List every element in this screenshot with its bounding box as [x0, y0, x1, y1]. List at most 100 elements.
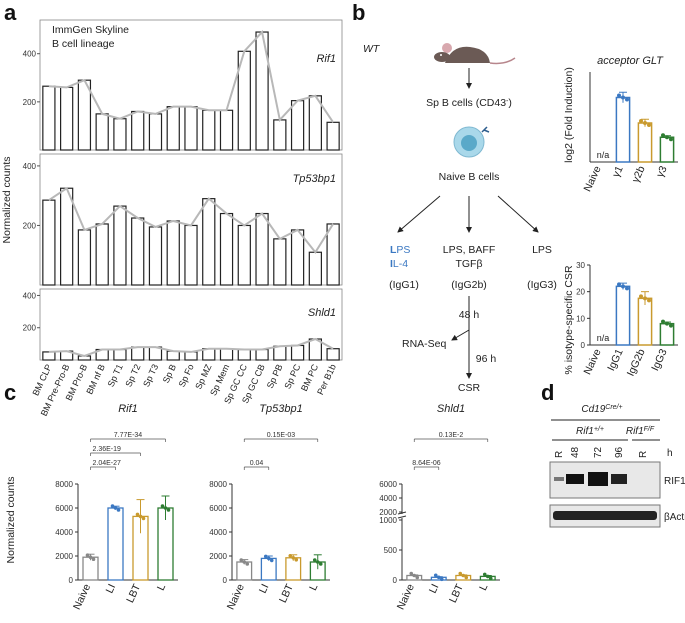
c-bar-0-0	[82, 556, 99, 581]
c-ytick-label-0-3: 6000	[55, 504, 73, 513]
c-dot-1-0-2	[245, 562, 250, 566]
c-pval-2-0: 8.64E-06	[412, 460, 441, 467]
a-bar-0-15	[308, 95, 322, 151]
a-bar-0-14	[290, 100, 305, 151]
c-dot-1-3-2	[318, 562, 323, 566]
a-bar-1-15	[308, 251, 322, 286]
a-bar-1-16	[326, 223, 340, 286]
panel-a: ImmGen Skyline B cell lineage Normalized…	[1, 19, 343, 418]
c-gene-title-1: Tp53bp1	[259, 403, 302, 415]
c-dot-0-1-1	[113, 506, 118, 510]
a-bar-0-3	[95, 113, 109, 151]
a-bar-1-14	[290, 229, 305, 286]
c-axis-break-2	[397, 515, 407, 519]
c-ytick-label-2-2: 1000	[379, 516, 397, 525]
c-dot-2-2-0	[458, 571, 463, 576]
a-bar-2-14	[290, 344, 305, 361]
csr-ylabel: % isotype-specific CSR	[563, 265, 575, 375]
c-ytick-label-1-0: 0	[223, 576, 228, 585]
a-bar-0-2	[77, 79, 92, 151]
b-csr-xlabel-2: IgG2b	[625, 347, 648, 378]
b-csr-dot-3-2	[669, 323, 673, 328]
wt-label: WT	[363, 43, 381, 55]
b-csr-dot-2-1	[643, 296, 647, 301]
lane-label-0: R	[554, 451, 565, 458]
a-bar-0-4	[113, 118, 127, 151]
c-dot-2-3-0	[482, 572, 487, 577]
c-dot-0-1-2	[116, 508, 121, 512]
a-bar-1-10	[219, 212, 234, 286]
c-ytick-label-1-1: 2000	[209, 552, 227, 561]
b-csr-dot-2-2	[647, 298, 651, 303]
b-glt-dot-2-1	[643, 121, 647, 125]
panel-c: Normalized counts Rif1 0 2000 4000 6000 8000 N…	[5, 403, 500, 612]
a-bar-1-13	[273, 238, 287, 286]
c-dot-1-3-1	[315, 560, 320, 564]
c-ytick-label-1-2: 4000	[209, 528, 227, 537]
a-bar-1-5	[131, 217, 145, 286]
c-gene-title-0: Rif1	[118, 403, 138, 415]
c-dot-2-1-1	[436, 575, 441, 580]
a-bar-2-7	[166, 350, 180, 361]
a-bar-1-9	[202, 198, 216, 286]
a-gene-label-1: Tp53bp1	[293, 173, 336, 185]
b-glt-dot-3-2	[669, 137, 673, 142]
c-pval-0-2: 7.77E-34	[114, 432, 143, 439]
a-ytick-label-0-1: 400	[23, 50, 37, 59]
a-bar-0-10	[219, 109, 234, 151]
panel-d: Cd19Cre/+ Rif1+/+ Rif1F/F R 48 72 96 R h RIF…	[549, 404, 685, 528]
a-bar-2-0	[42, 351, 56, 361]
panel-c-ylabel: Normalized counts	[5, 477, 17, 564]
a-bar-2-13	[273, 345, 287, 361]
c-dot-0-0-1	[88, 555, 93, 559]
rif1ff-label: Rif1F/F	[626, 426, 655, 438]
a-trend-line-0	[48, 29, 334, 123]
b-cell-icon	[453, 126, 490, 158]
a-xtick-label-4: Sp T1	[106, 363, 125, 389]
mouse-icon	[434, 43, 516, 65]
rif1wt-label: Rif1+/+	[576, 426, 604, 438]
c-pval-1-0: 0.04	[250, 460, 264, 467]
c-ytick-label-2-1: 500	[384, 546, 398, 555]
c-ytick-label-2-4: 4000	[379, 494, 397, 503]
c-dot-2-3-2	[488, 576, 493, 581]
c-dot-0-3-1	[163, 506, 168, 510]
c-xlabel-2-2: LBT	[447, 582, 466, 605]
c-dot-1-1-0	[263, 554, 268, 559]
c-dot-2-0-2	[415, 575, 420, 580]
c-dot-1-0-0	[239, 558, 244, 562]
c-xlabel-0-3: L	[155, 582, 168, 593]
c-ytick-label-2-3: 2000	[379, 508, 397, 517]
b-csr-dot-3-1	[665, 321, 669, 326]
a-bar-1-0	[42, 199, 56, 286]
a-bar-2-5	[131, 346, 145, 361]
c-ytick-label-1-4: 8000	[209, 480, 227, 489]
actin-bands	[553, 511, 657, 520]
a-bar-0-8	[184, 106, 198, 151]
c-dot-2-3-1	[485, 574, 490, 579]
c-xlabel-2-0: Naive	[395, 582, 417, 612]
a-xtick-label-6: Sp T3	[141, 363, 160, 389]
b-glt-xlabel-2: γ2b	[630, 164, 648, 185]
a-bar-2-11	[237, 348, 251, 361]
lane-label-1: 48	[570, 446, 581, 458]
c-ytick-label-0-1: 2000	[55, 552, 73, 561]
a-bar-2-12	[255, 348, 269, 361]
rif1-band-72	[588, 472, 608, 486]
a-ytick-label-0-0: 200	[23, 98, 37, 107]
panel-d-letter: d	[541, 380, 554, 405]
b-csr-dot-2-0	[639, 294, 643, 299]
csr-chart: 0 10 20 30 n/a Naive IgG1 IgG2b IgG3	[576, 261, 678, 378]
c-ytick-label-1-3: 6000	[209, 504, 227, 513]
b-csr-ytick-label-0: 0	[581, 341, 586, 350]
a-bar-0-6	[148, 113, 163, 151]
panel-c-charts: Rif1 0 2000 4000 6000 8000 Naive LI LBT L 2.04E-27…	[55, 403, 500, 612]
b-glt-dot-2-2	[647, 123, 651, 127]
c-dot-2-0-0	[409, 571, 414, 576]
a-bar-1-11	[237, 224, 251, 286]
c-bar-1-1	[260, 557, 277, 581]
b-csr-xlabel-3: IgG3	[649, 347, 670, 373]
b-glt-xlabel-1: γ1	[610, 164, 626, 179]
c-xlabel-0-2: LBT	[124, 582, 143, 605]
